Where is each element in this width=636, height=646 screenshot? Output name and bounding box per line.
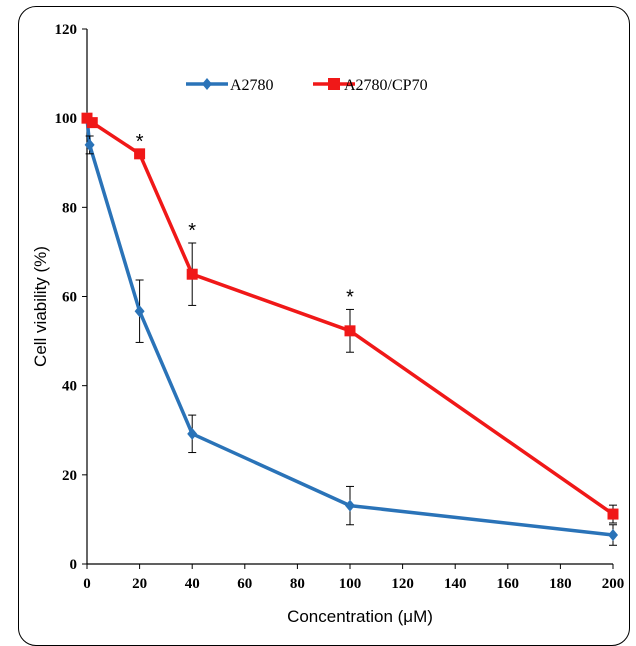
data-point [84, 138, 95, 151]
x-tick-label: 180 [549, 576, 572, 592]
series-layer: * * * [81, 112, 619, 546]
data-point [608, 529, 618, 542]
y-tick-label: 0 [70, 557, 78, 573]
legend-label: A2780/CP70 [344, 77, 428, 94]
legend-marker [328, 78, 340, 90]
cell-viability-chart: 0 20 40 60 80 100 120 0 20 40 60 80 100 120 140 160 180 2… [31, 22, 625, 626]
y-tick-label: 100 [55, 111, 78, 127]
data-point [134, 148, 146, 160]
x-tick-label: 120 [391, 576, 414, 592]
data-point [134, 305, 145, 318]
y-tick-label: 80 [62, 200, 77, 216]
data-point [86, 117, 98, 129]
data-point [187, 427, 198, 440]
x-tick-label: 60 [237, 576, 252, 592]
x-tick-label: 140 [444, 576, 467, 592]
significance-marker: * [188, 220, 196, 242]
x-tick-label: 100 [339, 576, 362, 592]
data-point [345, 499, 355, 512]
x-tick-label: 20 [132, 576, 147, 592]
x-axis-title: Concentration (μM) [287, 607, 433, 626]
legend-label: A2780 [230, 77, 274, 94]
legend: A2780 A2780/CP70 [186, 77, 428, 94]
y-axis-title: Cell viability (%) [31, 246, 50, 367]
axes: 0 20 40 60 80 100 120 0 20 40 60 80 100 120 140 160 180 2… [55, 22, 625, 592]
legend-item-a2780: A2780 [186, 77, 274, 94]
series-a2780-cp70 [81, 112, 619, 524]
x-tick-label: 200 [602, 576, 625, 592]
x-tick-label: 160 [497, 576, 520, 592]
y-tick-label: 120 [55, 22, 78, 38]
y-tick-label: 60 [62, 290, 77, 306]
x-tick-label: 0 [83, 576, 91, 592]
data-point [186, 268, 198, 280]
series-a2780 [82, 112, 618, 546]
data-point [607, 508, 619, 520]
significance-marker: * [346, 286, 354, 308]
significance-marker: * [136, 131, 144, 153]
x-tick-label: 80 [290, 576, 305, 592]
legend-item-a2780-cp70: A2780/CP70 [313, 77, 428, 94]
legend-marker [202, 78, 212, 90]
data-point [344, 325, 356, 337]
y-tick-label: 20 [62, 468, 77, 484]
y-tick-label: 40 [62, 379, 77, 395]
x-tick-label: 40 [185, 576, 200, 592]
